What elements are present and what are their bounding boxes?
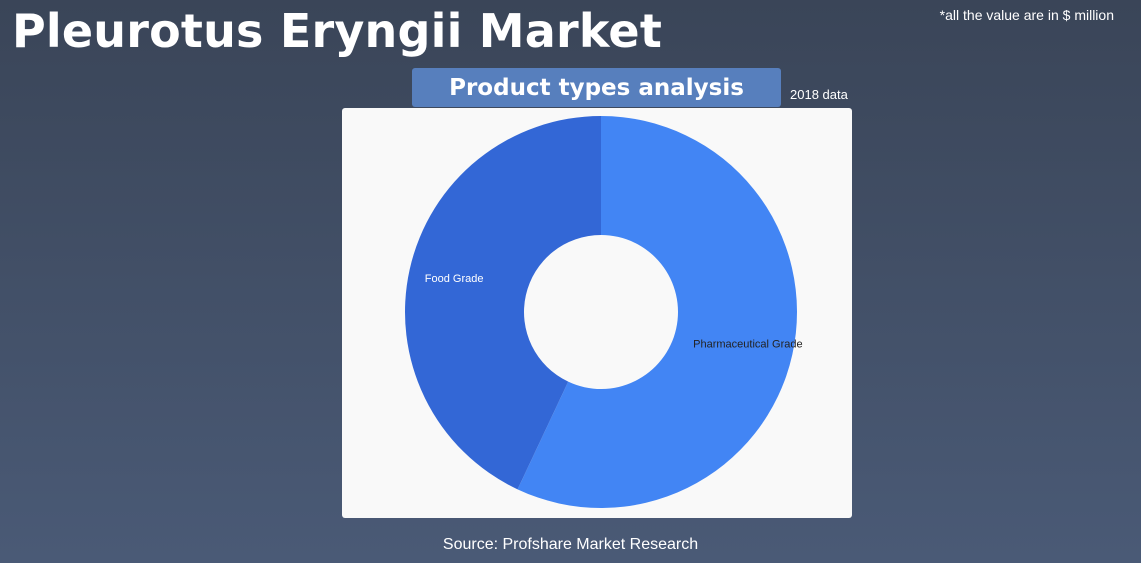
slice-food-grade[interactable]: [404, 116, 601, 490]
slice-pharmaceutical-grade[interactable]: [517, 116, 797, 508]
units-note: *all the value are in $ million: [939, 7, 1114, 23]
slice-label-food-grade: Food Grade: [425, 273, 484, 285]
chart-subtitle: Product types analysis: [412, 68, 781, 107]
slice-label-pharmaceutical-grade: Pharmaceutical Grade: [693, 339, 802, 351]
chart-panel: Pharmaceutical Grade Food Grade: [342, 108, 852, 518]
year-note: 2018 data: [790, 87, 848, 102]
page-title: Pleurotus Eryngii Market: [12, 4, 663, 58]
source-note: Source: Profshare Market Research: [442, 536, 699, 553]
donut-chart: Pharmaceutical Grade Food Grade: [404, 116, 803, 508]
